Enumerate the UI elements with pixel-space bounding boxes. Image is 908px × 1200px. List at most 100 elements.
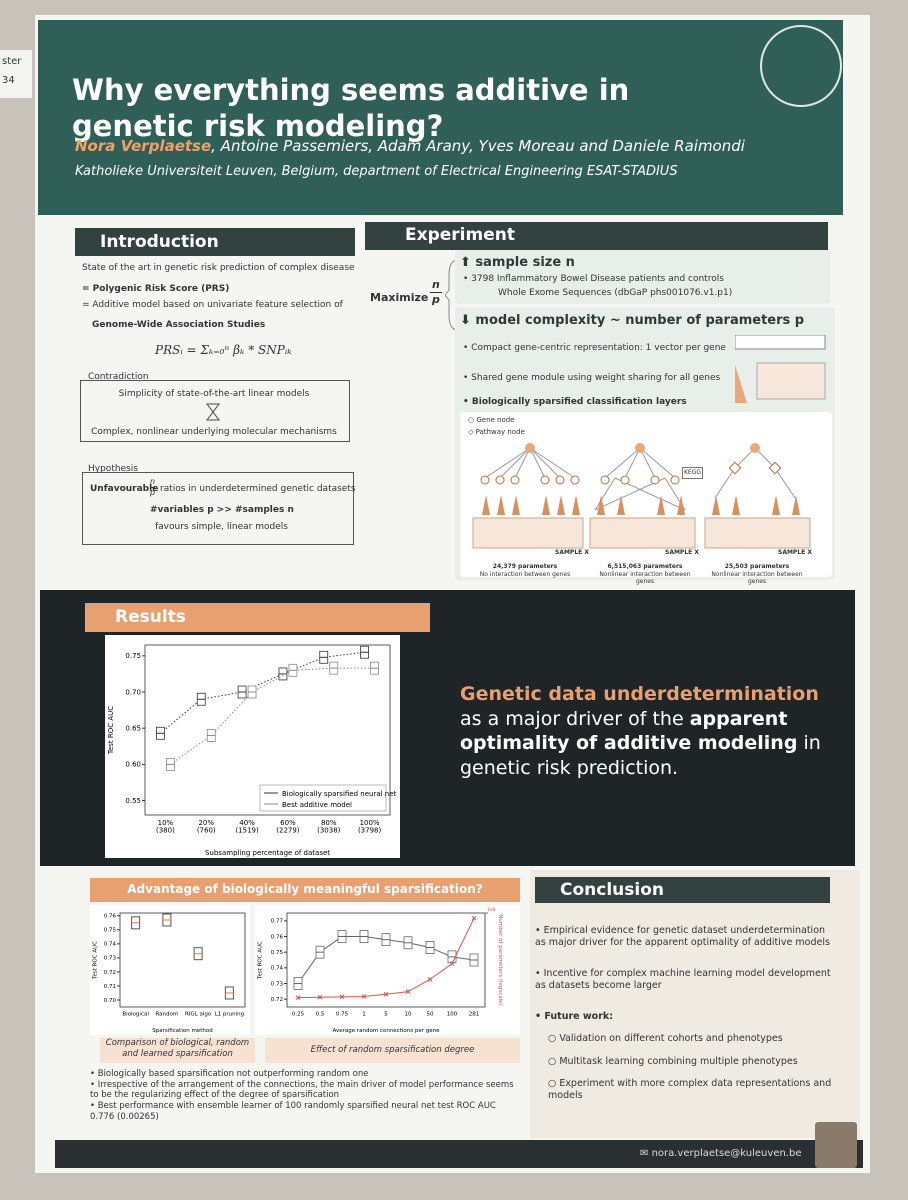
complexity-heading: ⬇ model complexity ~ number of parameter… (460, 313, 805, 328)
bullet-text: Biologically based sparsification not ou… (97, 1069, 369, 1079)
conclusion-text: Incentive for complex machine learning m… (535, 968, 831, 991)
future-text: Validation on different cohorts and phen… (559, 1033, 783, 1044)
x-tick-label: 20% (760) (197, 819, 216, 835)
marker (471, 915, 477, 921)
sample-line: • 3798 Inflammatory Bowel Disease patien… (463, 274, 724, 284)
y-tick-label: 0.70 (104, 998, 117, 1004)
sample-line: Whole Exome Sequences (dbGaP phs001076.v… (498, 288, 733, 298)
y-tick-label: 0.72 (271, 997, 283, 1003)
sample-heading: ⬆ sample size n (460, 255, 575, 270)
title: Why everything seems additive in genetic… (72, 73, 630, 144)
heading: Introduction (100, 232, 219, 252)
y-tick-label: 0.74 (104, 942, 117, 948)
hypothesis-text: Unfavourable (90, 484, 159, 494)
y-tick-label: 0.75 (104, 928, 117, 934)
tag-text: ster (2, 56, 22, 67)
photo (815, 1122, 857, 1168)
conclusion-text: Future work: (544, 1011, 614, 1022)
x-tick-label: 80% (3038) (317, 819, 341, 835)
y-tick-label: 0.74 (271, 966, 284, 972)
legend-entry: ○ Gene node (468, 416, 515, 424)
bullet: • Best performance with ensemble learner… (90, 1100, 496, 1122)
caption-line: 6,515,063 parameters (607, 563, 683, 570)
bullet-text: Compact gene-centric representation: 1 v… (471, 343, 726, 353)
conclusion-text: Empirical evidence for genetic dataset u… (535, 925, 830, 948)
future-item: ○ Validation on different cohorts and ph… (548, 1033, 783, 1044)
results-chart: 0.55 0.60 0.65 0.70 0.75 10% (380) 20% (760) 40%(… (107, 644, 397, 857)
marker (427, 977, 433, 982)
future-item: ○ Experiment with more complex data repr… (548, 1078, 832, 1101)
x-tick-label: Random (155, 1012, 178, 1018)
denominator: p (431, 292, 440, 306)
caption: Effect of random sparsification degree (265, 1038, 520, 1063)
conclusion-item: • Empirical evidence for genetic dataset… (535, 925, 830, 948)
sample-box (455, 250, 830, 304)
bullet-text: Shared gene module using weight sharing … (471, 373, 721, 383)
sample-heading-text: sample size n (475, 255, 575, 270)
numerator: n (430, 278, 442, 293)
x-tick-label: L1 pruning (215, 1012, 245, 1018)
y-tick-label: 0.71 (104, 984, 116, 990)
x-tick-label: 5 (384, 1012, 388, 1018)
complexity-heading-text: model complexity ~ number of parameters … (475, 313, 805, 328)
gene-module-sketch (735, 335, 826, 403)
series-line (160, 651, 365, 734)
conclusion-item: • Incentive for complex machine learning… (535, 968, 831, 991)
method-chart: 0.70 0.71 0.72 0.73 0.74 0.75 0.76 Biological Ra… (90, 905, 250, 1035)
maximize: Maximize (370, 291, 429, 304)
x-tick-label: 0.75 (336, 1012, 349, 1018)
x-axis-label: Sparsification method (152, 1028, 212, 1034)
formula: PRSᵢ = Σₖ₌₀ⁿ βₖ * SNPᵢₖ (155, 343, 292, 357)
chart-card (105, 635, 400, 858)
x-tick-label: 100% (3798) (358, 819, 382, 835)
legend-text: Pathway node (475, 428, 525, 436)
y-tick-label: 0.65 (125, 725, 141, 733)
caption-line: 24,379 parameters (492, 563, 558, 570)
bullet: • Irrespective of the arrangement of the… (90, 1079, 514, 1101)
legend-box (259, 784, 387, 812)
label: Contradiction (88, 372, 149, 382)
y-tick-label: 0.55 (125, 797, 141, 805)
statement-bold: apparent optimality of additive modeling (460, 707, 798, 755)
x-tick-label: 50 (427, 1012, 434, 1018)
sample-text: 3798 Inflammatory Bowel Disease patients… (471, 274, 724, 284)
x-tick-label: RIGL algo (185, 1012, 212, 1018)
heading: Conclusion (560, 880, 664, 900)
heading: Experiment (405, 225, 515, 245)
bullet-text: Best performance with ensemble learner o… (90, 1100, 496, 1122)
plot-frame (144, 644, 391, 816)
y-axis-label: Test ROC AUC (258, 941, 264, 980)
y2-tick-label: 1e8 (487, 907, 495, 913)
statement-text: as a major driver of the (460, 707, 690, 730)
y-tick-label: 0.76 (104, 914, 117, 920)
plot-frame (119, 912, 246, 1008)
affiliation: Katholieke Universiteit Leuven, Belgium,… (75, 164, 678, 179)
heading-bar (85, 603, 430, 632)
logo (760, 25, 842, 107)
conclusion-item: • Future work: (535, 1011, 614, 1022)
future-item: ○ Multitask learning combining multiple … (548, 1056, 798, 1067)
caption-line: 25,503 parameters (724, 563, 790, 570)
y-axis-label: Test ROC AUC (93, 941, 99, 980)
y-axis-label: Test ROC AUC (107, 706, 115, 755)
caption: 25,503 parameters Nonlinear interaction b… (702, 563, 812, 586)
hypothesis-text: ratios in underdetermined genetic datase… (160, 484, 356, 494)
bullet-text: Biologically sparsified classification l… (471, 397, 687, 407)
statement-text: in genetic risk prediction. (460, 732, 821, 780)
future-text: Experiment with more complex data repres… (548, 1078, 832, 1101)
heading: Results (115, 607, 186, 627)
y-tick-label: 0.77 (271, 919, 284, 925)
plot-frame (286, 912, 486, 1008)
marker (339, 994, 345, 1000)
legend-entry: ◇ Pathway node (468, 428, 525, 436)
x-tick-label: 1 (362, 1012, 366, 1018)
legend-text: Gene node (476, 416, 515, 424)
marker (449, 961, 455, 966)
architecture-diagrams (472, 443, 811, 549)
x-tick-label: 0.25 (292, 1012, 305, 1018)
sample-label: SAMPLE X (665, 549, 699, 556)
x-tick-label: 100 (447, 1012, 458, 1018)
x-tick-label: 10% (380) (156, 819, 175, 835)
